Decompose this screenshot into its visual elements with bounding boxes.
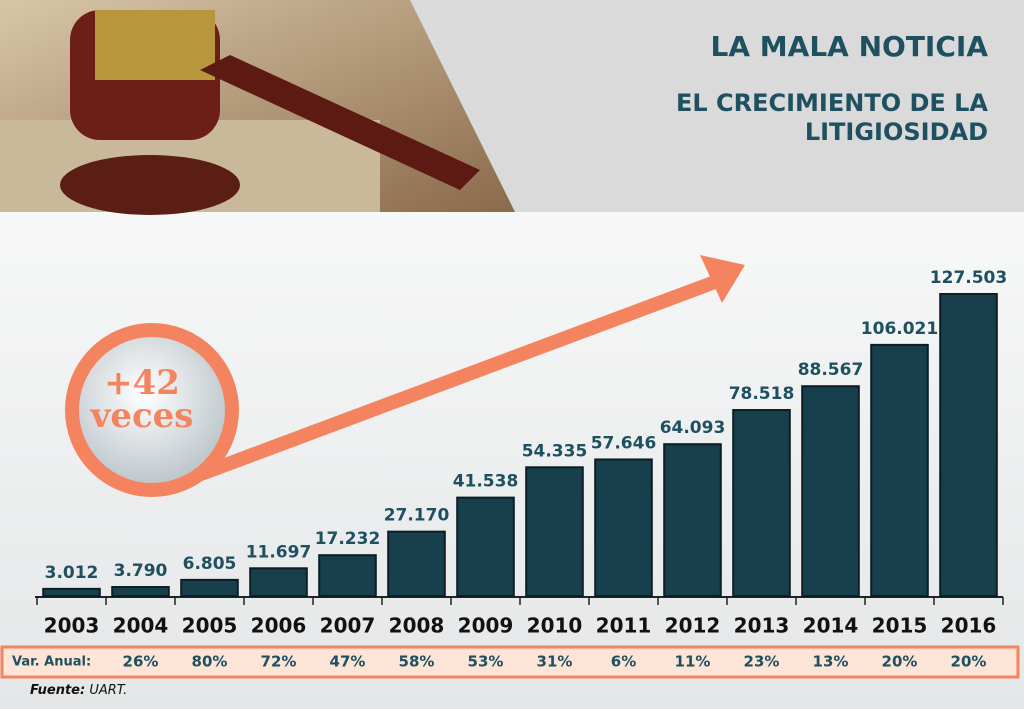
annual-change: 13% bbox=[813, 653, 849, 671]
annual-change: 20% bbox=[951, 653, 987, 671]
annual-change: 53% bbox=[468, 653, 504, 671]
trend-arrow bbox=[182, 255, 745, 487]
annual-change: 31% bbox=[537, 653, 573, 671]
annual-change: 6% bbox=[611, 653, 636, 671]
annual-change: 11% bbox=[675, 653, 711, 671]
data-label: 17.232 bbox=[315, 529, 381, 549]
annual-change: 26% bbox=[123, 653, 159, 671]
data-label: 41.538 bbox=[453, 472, 519, 492]
data-label: 78.518 bbox=[729, 384, 795, 404]
bar bbox=[249, 567, 308, 597]
data-label: 57.646 bbox=[591, 433, 657, 453]
bar bbox=[939, 293, 998, 597]
bar bbox=[111, 586, 170, 598]
bar bbox=[456, 496, 515, 597]
x-tick-label: 2011 bbox=[596, 614, 652, 638]
x-tick-label: 2005 bbox=[182, 614, 238, 638]
bar bbox=[663, 443, 722, 597]
header-image bbox=[0, 0, 515, 215]
annual-change: 80% bbox=[192, 653, 228, 671]
bar bbox=[732, 409, 791, 597]
data-label: 3.790 bbox=[114, 561, 168, 581]
x-tick-label: 2007 bbox=[320, 614, 376, 638]
bar bbox=[387, 530, 446, 598]
annotation-circle bbox=[65, 323, 239, 497]
data-label: 54.335 bbox=[522, 441, 588, 461]
source-text: UART. bbox=[89, 683, 127, 698]
subtitle: EL CRECIMIENTO DE LA bbox=[676, 89, 988, 117]
x-tick-label: 2015 bbox=[872, 614, 928, 638]
annual-change-label: Var. Anual: bbox=[12, 655, 91, 670]
x-tick-label: 2003 bbox=[44, 614, 100, 638]
x-tick-label: 2016 bbox=[941, 614, 997, 638]
source-label: Fuente: bbox=[30, 683, 85, 698]
x-tick-label: 2014 bbox=[803, 614, 859, 638]
data-label: 11.697 bbox=[246, 542, 312, 562]
annual-change: 72% bbox=[261, 653, 297, 671]
bar bbox=[801, 385, 860, 598]
annotation: +42 bbox=[104, 363, 180, 403]
subtitle: LITIGIOSIDAD bbox=[805, 118, 988, 146]
annual-change: 58% bbox=[399, 653, 435, 671]
x-tick-label: 2009 bbox=[458, 614, 514, 638]
annual-change: 23% bbox=[744, 653, 780, 671]
source: Fuente: UART. bbox=[30, 683, 127, 698]
bar bbox=[42, 587, 101, 597]
data-label: 106.021 bbox=[861, 319, 938, 339]
x-tick-label: 2013 bbox=[734, 614, 790, 638]
bar bbox=[870, 343, 929, 597]
bar bbox=[318, 554, 377, 597]
bar bbox=[525, 466, 584, 597]
title: LA MALA NOTICIA bbox=[711, 30, 989, 63]
bar bbox=[594, 458, 653, 597]
annual-change-row bbox=[0, 645, 1020, 679]
data-label: 6.805 bbox=[183, 554, 237, 574]
x-tick-label: 2010 bbox=[527, 614, 583, 638]
data-label: 88.567 bbox=[798, 360, 864, 380]
x-tick-label: 2012 bbox=[665, 614, 721, 638]
data-label: 27.170 bbox=[384, 506, 450, 526]
x-tick-label: 2006 bbox=[251, 614, 307, 638]
annotation: veces bbox=[90, 396, 194, 436]
data-label: 64.093 bbox=[660, 418, 726, 438]
bar bbox=[180, 578, 239, 598]
annual-change: 47% bbox=[330, 653, 366, 671]
annual-change: 20% bbox=[882, 653, 918, 671]
x-tick-label: 2004 bbox=[113, 614, 169, 638]
x-tick-label: 2008 bbox=[389, 614, 445, 638]
data-label: 3.012 bbox=[45, 563, 99, 583]
data-label: 127.503 bbox=[930, 268, 1007, 288]
